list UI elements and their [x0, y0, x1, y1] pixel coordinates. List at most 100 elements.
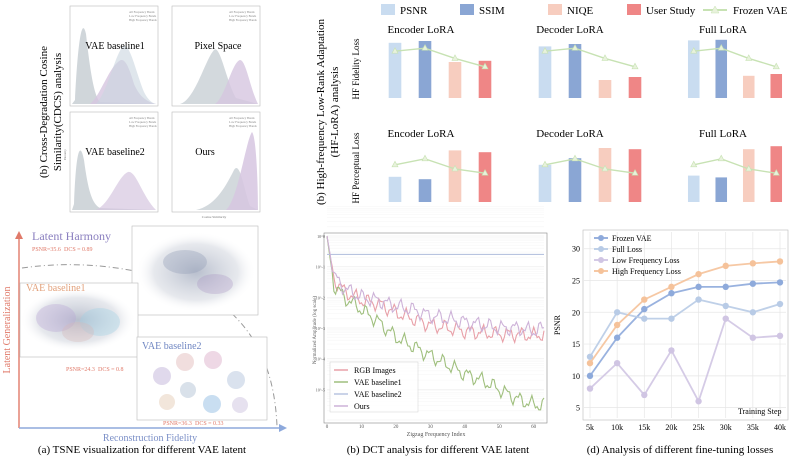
dct-x-tick: 30	[428, 425, 434, 430]
bar-user-study	[770, 74, 783, 98]
losses-x-tick: 15k	[638, 423, 650, 432]
bar-niqe	[448, 62, 462, 98]
bar-ssim	[418, 179, 432, 202]
dct-y-tick: 10^-1	[316, 265, 325, 270]
legend-swatch-psnr	[381, 4, 395, 15]
losses-point	[613, 321, 621, 329]
cdcs-panel: (b) Cross-Degradation Cosine Similarity(…	[38, 5, 261, 219]
losses-point	[722, 283, 729, 291]
losses-point	[749, 309, 757, 316]
losses-point	[586, 372, 594, 380]
losses-ticks: 5 10 15 20 25 30 5k 10k 15k 20k 25k 30k 35k 40k	[572, 245, 786, 432]
frozen-vae-line	[693, 158, 777, 174]
losses-y-tick: 15	[572, 340, 580, 349]
tsne-cluster	[204, 351, 222, 369]
losses-x-tick: 5k	[586, 423, 594, 432]
losses-point	[749, 334, 757, 341]
losses-point	[668, 315, 675, 322]
tsne-cluster	[180, 382, 196, 398]
dct-series-line	[326, 235, 545, 345]
tsne-x-arrow-icon	[279, 424, 287, 432]
bar-niqe	[742, 75, 755, 98]
frozen-vae-marker	[541, 160, 549, 168]
losses-x-tick: 25k	[693, 423, 705, 432]
frozen-vae-marker	[690, 160, 698, 168]
cdcs-legend-2c: High Frequency Bands	[229, 18, 257, 22]
tsne-vae1-dcs: DCS = 0.8	[98, 367, 124, 373]
cdcs-legend-3b: Low Frequency Bands	[129, 120, 157, 124]
losses-point	[749, 280, 757, 287]
dct-x-tick: 0	[326, 425, 329, 430]
losses-point	[641, 315, 648, 322]
lora-chart-perceptual-decoder: Decoder LoRA	[536, 128, 642, 202]
cdcs-title-4: Ours	[195, 147, 215, 158]
lora-chart-fidelity-full: Full LoRA	[687, 24, 783, 98]
tsne-y-label: Latent Generalization	[2, 287, 13, 374]
legend-psnr: PSNR	[400, 5, 428, 17]
frozen-vae-line	[544, 158, 636, 174]
dct-x-tick: 10	[359, 425, 365, 430]
losses-series-line	[589, 317, 781, 404]
dct-ylabel: Normalized Amplitude (log scale)	[313, 296, 318, 365]
frozen-vae-marker	[601, 164, 609, 172]
lora-chart-perceptual-full: Full LoRA	[687, 128, 783, 202]
losses-x-tick: 40k	[774, 423, 786, 432]
cdcs-subplot-vae-baseline1: VAE baseline1 All Frequency Bands Low Fr…	[69, 5, 159, 107]
dct-legend: RGB Images VAE baseline1 VAE baseline2 O…	[329, 361, 419, 413]
dct-legend-rgb: RGB Images	[354, 366, 396, 375]
bar-psnr	[687, 40, 700, 98]
dct-lines	[326, 235, 545, 411]
losses-y-tick: 25	[572, 277, 580, 286]
tsne-title: Latent Harmony	[32, 229, 111, 243]
bar-user-study	[478, 60, 492, 98]
hflora-legend: PSNR SSIM NIQE User Study Frozen VAE	[381, 4, 788, 17]
tsne-cluster	[176, 353, 194, 371]
bar-ssim	[418, 41, 432, 98]
losses-legend-label: Frozen VAE	[612, 234, 652, 243]
dct-y-tick: 10^-3	[316, 326, 325, 331]
losses-y-tick: 5	[576, 404, 580, 413]
frozen-vae-marker	[631, 169, 639, 176]
losses-point	[776, 332, 784, 340]
legend-frozen: Frozen VAE	[733, 5, 788, 17]
tsne-vae2-psnr: PSNR=36.3	[163, 421, 192, 427]
lora-chart-fidelity-decoder: Decoder LoRA	[536, 24, 642, 98]
dct-x-tick: 50	[497, 425, 503, 430]
losses-point	[613, 359, 621, 367]
bar-user-study	[628, 149, 642, 202]
losses-point	[668, 290, 675, 297]
bar-user-study	[628, 77, 642, 98]
losses-point	[586, 385, 594, 392]
frozen-vae-marker	[421, 154, 429, 162]
lora-title: Full LoRA	[699, 128, 747, 140]
dct-y-tick: 10^0	[317, 234, 325, 239]
frozen-vae-marker	[451, 164, 459, 172]
lora-title: Encoder LoRA	[388, 24, 455, 36]
losses-point	[613, 334, 621, 341]
losses-x-tick: 20k	[665, 423, 677, 432]
losses-legend-label: Low Frequency Loss	[612, 256, 680, 265]
losses-point	[695, 398, 702, 405]
tsne-cloud-harmony	[136, 232, 256, 312]
cdcs-ylabel: Density	[63, 149, 67, 160]
losses-series-line	[589, 281, 781, 377]
hflora-panel: (b) High-frequency Low-Rank Adaptation (…	[315, 4, 788, 205]
lora-title: Full LoRA	[699, 24, 747, 36]
tsne-x-label: Reconstruction Fidelity	[103, 433, 197, 444]
tsne-vae1-psnr: PSNR=24.3	[66, 367, 95, 373]
bar-psnr	[388, 176, 402, 202]
frozen-vae-line	[544, 47, 636, 68]
losses-x-tick: 35k	[747, 423, 759, 432]
dct-x-tick: 20	[393, 425, 399, 430]
cdcs-side-title-1: (b) Cross-Degradation Cosine	[38, 46, 50, 178]
bar-psnr	[538, 164, 552, 202]
cdcs-legend-3a: All Frequency Bands	[129, 116, 155, 120]
losses-point	[695, 296, 702, 303]
row-label-fidelity: HF Fidelity Loss	[351, 38, 361, 100]
cdcs-title-2: Pixel Space	[195, 41, 242, 52]
losses-point	[613, 309, 621, 316]
losses-x-tick: 10k	[611, 423, 623, 432]
tsne-vae1-label: VAE baseline1	[26, 283, 86, 294]
cdcs-legend-4b: Low Frequency Bands	[229, 120, 257, 124]
